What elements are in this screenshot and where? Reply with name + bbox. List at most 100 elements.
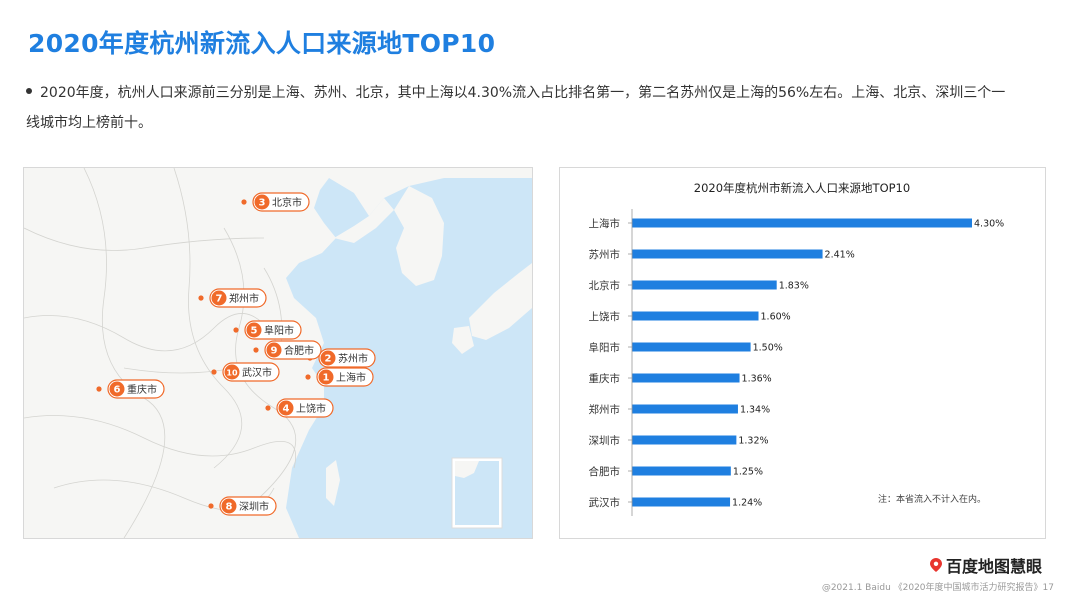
map-marker-8: 8 深圳市 (208, 496, 277, 516)
bar (632, 404, 738, 414)
map-rank-number: 2 (325, 354, 332, 365)
map-marker-1: 1 上海市 (305, 367, 374, 387)
map-city-name: 上饶市 (296, 402, 326, 415)
map-city-name: 深圳市 (239, 500, 269, 513)
map-city-dot (233, 327, 239, 333)
bar (632, 311, 759, 321)
map-rank-badge (254, 194, 270, 210)
bar (632, 373, 740, 383)
map-pin-icon (930, 558, 942, 572)
category-label: 郑州市 (589, 403, 621, 416)
bar (632, 497, 731, 507)
bar (632, 435, 737, 445)
category-label: 重庆市 (589, 372, 621, 385)
baidu-logo: 百度地图慧眼 (930, 553, 1042, 577)
map-marker-10: 10 武汉市 (211, 362, 280, 382)
category-label: 深圳市 (589, 434, 621, 447)
map-city-name: 苏州市 (338, 352, 368, 365)
map-marker-6: 6 重庆市 (96, 379, 165, 399)
map-rank-number: 6 (114, 385, 121, 396)
chart-panel: 2020年度杭州市新流入人口来源地TOP10 上海市 4.30% 苏州市 2.41% 北… (559, 167, 1046, 539)
map-taiwan (326, 460, 340, 506)
category-label: 武汉市 (589, 496, 621, 509)
bar (632, 466, 731, 476)
map-rank-badge (211, 290, 227, 306)
map-city-name: 郑州市 (229, 292, 259, 305)
map-city-name: 北京市 (272, 196, 302, 209)
bar (632, 280, 777, 290)
map-sea (286, 178, 532, 538)
category-label: 上海市 (589, 217, 621, 230)
map-marker-9: 9 合肥市 (253, 340, 322, 360)
map-rank-number: 1 (323, 373, 330, 384)
category-label: 北京市 (589, 279, 621, 292)
bar-chart: 2020年度杭州市新流入人口来源地TOP10 上海市 4.30% 苏州市 2.41% 北… (589, 181, 1004, 516)
map-rank-badge (318, 369, 334, 385)
category-label: 苏州市 (589, 248, 621, 261)
map-city-name: 上海市 (336, 371, 366, 384)
page-title: 2020年度杭州新流入人口来源地TOP10 (28, 29, 496, 58)
map-kyushu (452, 326, 474, 354)
inset-land (455, 461, 479, 478)
category-label: 上饶市 (589, 310, 621, 323)
map-rank-number: 8 (226, 502, 233, 513)
bar-value-label: 1.36% (742, 374, 772, 385)
footer-credit: @2021.1 Baidu 《2020年度中国城市活力研究报告》17 (821, 583, 1054, 593)
map-marker-2: 2 苏州市 (307, 348, 376, 368)
map-rank-badge (266, 342, 282, 358)
map-city-name: 武汉市 (242, 366, 272, 379)
chart-title: 2020年度杭州市新流入人口来源地TOP10 (694, 181, 910, 195)
map-hainan (196, 516, 224, 538)
map-rank-number: 5 (251, 326, 258, 337)
category-label: 阜阳市 (589, 341, 621, 354)
map-rank-badge (221, 498, 237, 514)
category-label: 合肥市 (589, 465, 621, 478)
source-city-map: 1 上海市 2 苏州市 3 北京市 4 上饶市 5 阜阳市 6 重庆市 7 郑州市 8 深圳市 9 合肥市 10 武汉… (23, 167, 533, 539)
map-marker-5: 5 阜阳市 (233, 320, 302, 340)
bar-value-label: 2.41% (825, 250, 855, 261)
summary-line-1: 2020年度，杭州人口来源前三分别是上海、苏州、北京，其中上海以4.30%流入占… (40, 85, 1006, 101)
bar-value-label: 4.30% (974, 219, 1004, 230)
map-liaodong (334, 198, 394, 243)
bar-value-label: 1.50% (753, 343, 783, 354)
map-city-dot (305, 374, 311, 380)
map-rank-number: 3 (259, 198, 266, 209)
map-rank-number: 7 (216, 294, 223, 305)
map-city-dot (198, 295, 204, 301)
bar-value-label: 1.83% (779, 281, 809, 292)
bar-value-label: 1.24% (732, 498, 762, 509)
map-city-dot (96, 386, 102, 392)
map-city-dot (241, 199, 247, 205)
logo-text: 百度地图慧眼 (946, 557, 1043, 576)
map-rank-number: 9 (271, 346, 278, 357)
map-rank-badge (109, 381, 125, 397)
map-rank-badge (246, 322, 262, 338)
chart-note: 注：本省流入不计入在内。 (878, 493, 986, 505)
map-city-dot (253, 347, 259, 353)
bar-value-label: 1.25% (733, 467, 763, 478)
map-city-dot (265, 405, 271, 411)
bullet-dot (26, 88, 32, 94)
map-rank-badge (320, 350, 336, 366)
map-rank-number: 4 (283, 404, 290, 415)
map-city-name: 重庆市 (127, 383, 157, 396)
map-marker-3: 3 北京市 (241, 192, 310, 212)
map-rank-number: 10 (226, 369, 238, 378)
map-marker-7: 7 郑州市 (198, 288, 267, 308)
summary-bullet: 2020年度，杭州人口来源前三分别是上海、苏州、北京，其中上海以4.30%流入占… (26, 78, 1056, 138)
summary-line-2: 线城市均上榜前十。 (26, 115, 152, 131)
map-city-dot (208, 503, 214, 509)
map-rank-badge (278, 400, 294, 416)
map-city-name: 阜阳市 (264, 324, 294, 337)
map-japan (469, 263, 532, 340)
map-rank-badge (224, 364, 240, 380)
map-city-name: 合肥市 (284, 344, 314, 357)
map-canvas: 1 上海市 2 苏州市 3 北京市 4 上饶市 5 阜阳市 6 重庆市 7 郑州市 8 深圳市 9 合肥市 10 武汉… (24, 168, 532, 538)
bar-value-label: 1.60% (761, 312, 791, 323)
bar-value-label: 1.34% (740, 405, 770, 416)
map-korea (394, 186, 444, 286)
bar (632, 218, 972, 228)
bar (632, 342, 751, 352)
map-marker-4: 4 上饶市 (265, 398, 334, 418)
bar-value-label: 1.32% (738, 436, 768, 447)
